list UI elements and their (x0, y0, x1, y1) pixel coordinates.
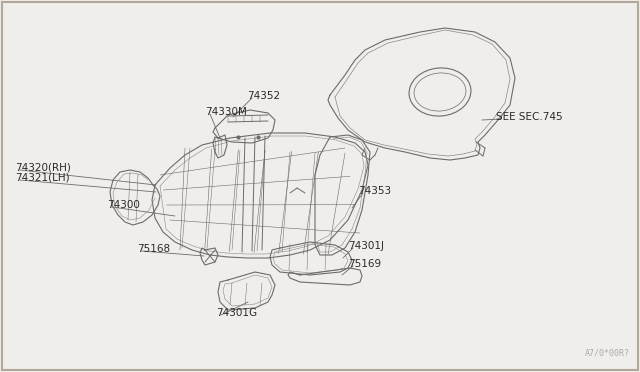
Text: SEE SEC.745: SEE SEC.745 (496, 112, 563, 122)
Text: 74301G: 74301G (216, 308, 257, 318)
Text: 75169: 75169 (348, 259, 381, 269)
Text: 74300: 74300 (107, 200, 140, 210)
Text: 75168: 75168 (137, 244, 170, 254)
Text: 74320(RH): 74320(RH) (15, 163, 71, 173)
Text: 74330M: 74330M (205, 107, 247, 117)
Text: 74321(LH): 74321(LH) (15, 173, 70, 183)
Text: A7/0*00R?: A7/0*00R? (585, 349, 630, 358)
Text: 74353: 74353 (358, 186, 391, 196)
Text: 74352: 74352 (247, 91, 280, 101)
Text: 74301J: 74301J (348, 241, 384, 251)
